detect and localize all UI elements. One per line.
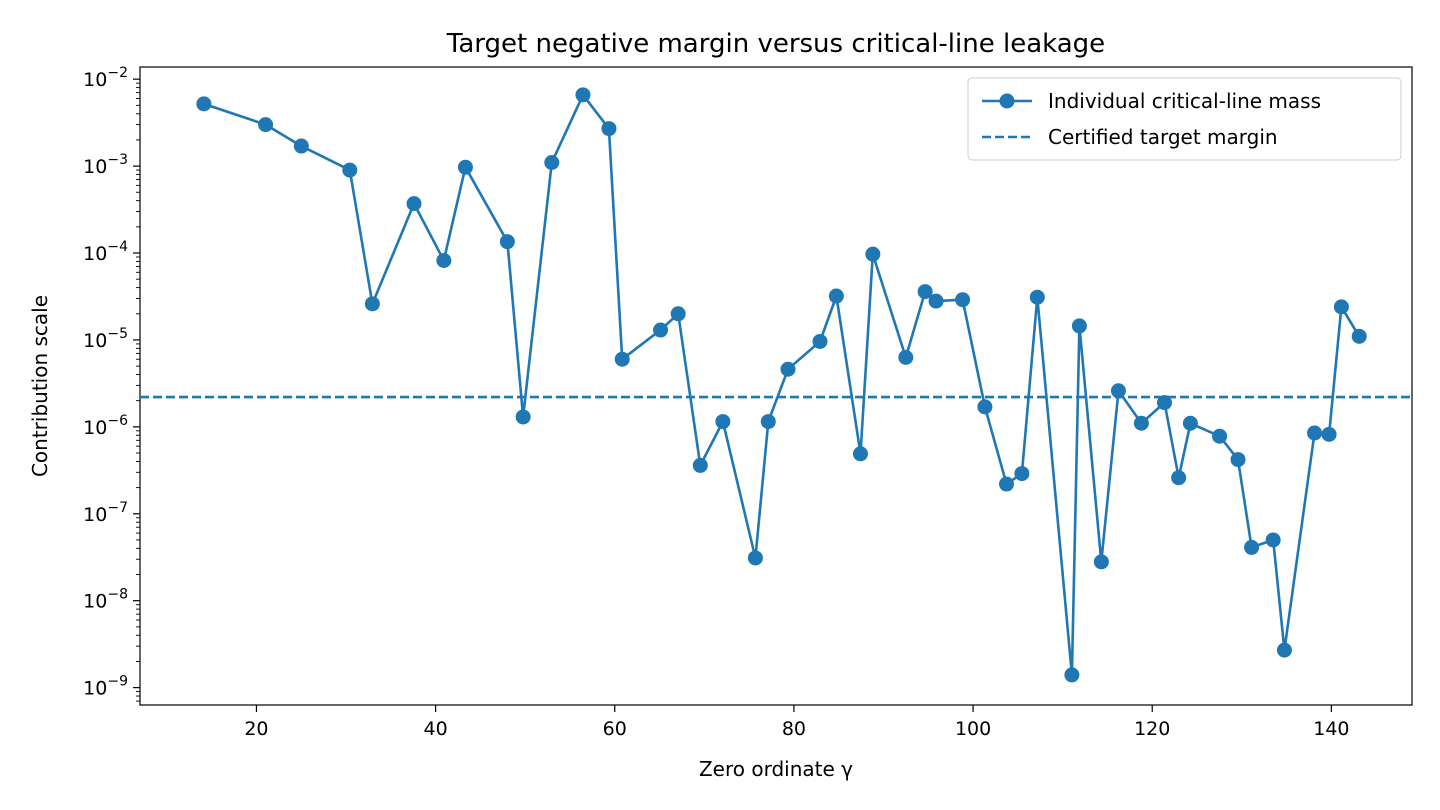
x-axis: 20 40 60 80 100 120 140 [244, 705, 1350, 740]
data-point [544, 154, 560, 170]
data-point [692, 457, 708, 473]
data-point [1265, 532, 1281, 548]
data-point [780, 361, 796, 377]
data-point [614, 351, 630, 367]
data-point [955, 292, 971, 308]
data-point [653, 322, 669, 338]
data-point [515, 409, 531, 425]
data-point [1230, 452, 1246, 468]
legend-box [967, 77, 1402, 161]
data-point [898, 349, 914, 365]
data-point [1029, 289, 1045, 305]
y-tick-label: 10−5 [83, 326, 128, 352]
data-point [196, 96, 212, 112]
data-point [1244, 539, 1260, 555]
y-tick-label: 10−4 [83, 239, 128, 265]
x-tick-label: 20 [244, 718, 268, 740]
x-tick-label: 60 [603, 718, 627, 740]
data-point [1351, 328, 1367, 344]
x-tick-label: 100 [955, 718, 991, 740]
data-point [1093, 554, 1109, 570]
data-point [1014, 466, 1030, 482]
x-tick-label: 40 [424, 718, 448, 740]
x-tick-label: 120 [1134, 718, 1170, 740]
data-point [342, 162, 358, 178]
data-point [865, 246, 881, 262]
series-line-critical-line-mass [203, 93, 1361, 677]
data-point [747, 550, 763, 566]
data-point [998, 476, 1014, 492]
data-point [1333, 299, 1349, 315]
y-axis-label: Contribution scale [28, 295, 52, 477]
y-tick-label: 10−8 [83, 587, 128, 613]
data-point [601, 121, 617, 137]
legend-label-mass: Individual critical-line mass [1048, 89, 1321, 113]
data-point [812, 333, 828, 349]
data-point [293, 138, 309, 154]
data-point [436, 253, 452, 269]
legend-marker-swatch [999, 93, 1015, 109]
data-point [406, 196, 422, 212]
series-layer [140, 87, 1412, 683]
data-point [1276, 642, 1292, 658]
x-axis-label: Zero ordinate γ [699, 757, 853, 781]
y-tick-label: 10−2 [83, 65, 128, 91]
data-point [575, 87, 591, 103]
data-point [852, 446, 868, 462]
data-point [1110, 383, 1126, 399]
y-tick-label: 10−7 [83, 500, 128, 526]
data-point [1064, 667, 1080, 683]
data-point [1182, 415, 1198, 431]
x-tick-label: 80 [782, 718, 806, 740]
data-point [457, 159, 473, 175]
y-tick-label: 10−9 [83, 674, 128, 700]
data-point [828, 288, 844, 304]
data-point [1156, 395, 1172, 411]
data-point [1321, 426, 1337, 442]
data-point [917, 284, 933, 300]
data-point [928, 293, 944, 309]
y-axis: 10−9 10−8 10−7 10−6 10−5 10−4 10−3 10−2 [83, 65, 140, 702]
data-point [760, 414, 776, 430]
plot-area [139, 66, 1413, 706]
x-tick-label: 140 [1313, 718, 1349, 740]
data-point [1071, 318, 1087, 334]
y-tick-label: 10−3 [83, 152, 128, 178]
legend-label-margin: Certified target margin [1048, 125, 1278, 149]
legend: Individual critical-line mass Certified … [967, 77, 1402, 161]
data-point [1212, 428, 1228, 444]
data-point [1171, 470, 1187, 486]
data-point [499, 234, 515, 250]
data-point [670, 306, 686, 322]
data-point [1307, 425, 1323, 441]
data-point [1133, 415, 1149, 431]
chart-title: Target negative margin versus critical-l… [446, 29, 1105, 59]
y-tick-label: 10−6 [83, 413, 128, 439]
data-point [364, 296, 380, 312]
data-point [258, 117, 274, 133]
data-point [977, 399, 993, 415]
data-point [715, 414, 731, 430]
